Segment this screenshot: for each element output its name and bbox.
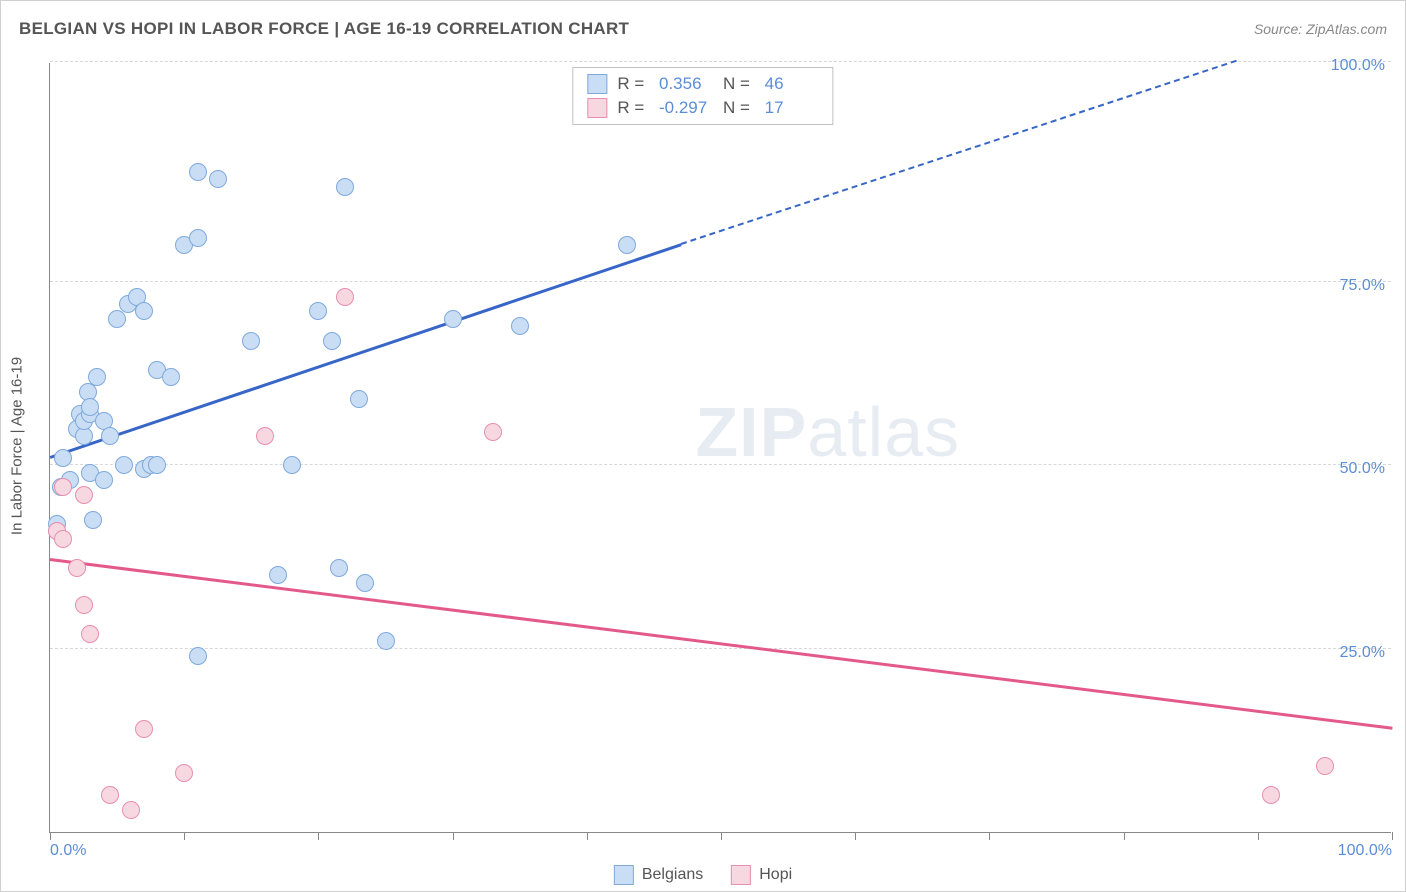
data-point	[95, 471, 113, 489]
legend-label: Hopi	[759, 866, 792, 884]
data-point	[336, 288, 354, 306]
swatch-icon	[587, 74, 607, 94]
data-point	[209, 170, 227, 188]
swatch-icon	[614, 865, 634, 885]
swatch-icon	[587, 98, 607, 118]
data-point	[283, 456, 301, 474]
data-point	[148, 456, 166, 474]
data-point	[242, 332, 260, 350]
data-point	[256, 427, 274, 445]
stat-r-value: -0.297	[659, 98, 713, 118]
data-point	[336, 178, 354, 196]
swatch-icon	[731, 865, 751, 885]
legend-item: Hopi	[731, 865, 792, 885]
correlation-chart: BELGIAN VS HOPI IN LABOR FORCE | AGE 16-…	[0, 0, 1406, 892]
y-axis-label: In Labor Force | Age 16-19	[9, 357, 26, 535]
trend-line	[50, 243, 682, 458]
watermark: ZIPatlas	[695, 392, 960, 472]
data-point	[511, 317, 529, 335]
data-point	[162, 368, 180, 386]
x-tick	[721, 832, 722, 840]
gridline	[50, 464, 1391, 465]
title-bar: BELGIAN VS HOPI IN LABOR FORCE | AGE 16-…	[19, 19, 1387, 39]
data-point	[1316, 757, 1334, 775]
data-point	[122, 801, 140, 819]
data-point	[75, 596, 93, 614]
x-tick	[1392, 832, 1393, 840]
x-tick-label: 100.0%	[1338, 842, 1392, 860]
data-point	[377, 632, 395, 650]
data-point	[88, 368, 106, 386]
stat-n-label: N =	[723, 74, 755, 94]
data-point	[189, 647, 207, 665]
data-point	[356, 574, 374, 592]
y-tick-label: 100.0%	[1331, 57, 1385, 75]
series-legend: Belgians Hopi	[614, 865, 792, 885]
data-point	[135, 720, 153, 738]
data-point	[350, 390, 368, 408]
data-point	[1262, 786, 1280, 804]
data-point	[189, 163, 207, 181]
data-point	[135, 302, 153, 320]
data-point	[108, 310, 126, 328]
stat-r-value: 0.356	[659, 74, 713, 94]
data-point	[101, 786, 119, 804]
data-point	[444, 310, 462, 328]
gridline	[50, 648, 1391, 649]
x-tick	[989, 832, 990, 840]
x-tick	[587, 832, 588, 840]
stat-n-value: 17	[765, 98, 819, 118]
gridline	[50, 61, 1391, 62]
y-tick-label: 75.0%	[1340, 277, 1385, 295]
chart-title: BELGIAN VS HOPI IN LABOR FORCE | AGE 16-…	[19, 19, 629, 39]
data-point	[68, 559, 86, 577]
x-tick	[50, 832, 51, 840]
data-point	[54, 449, 72, 467]
data-point	[101, 427, 119, 445]
data-point	[330, 559, 348, 577]
data-point	[115, 456, 133, 474]
data-point	[269, 566, 287, 584]
stat-n-label: N =	[723, 98, 755, 118]
data-point	[84, 511, 102, 529]
x-tick	[1124, 832, 1125, 840]
data-point	[81, 625, 99, 643]
x-tick	[855, 832, 856, 840]
x-tick	[453, 832, 454, 840]
x-tick-label: 0.0%	[50, 842, 86, 860]
data-point	[618, 236, 636, 254]
stats-row: R = -0.297 N = 17	[587, 96, 818, 120]
source-label: Source: ZipAtlas.com	[1254, 21, 1387, 37]
stats-legend-box: R = 0.356 N = 46 R = -0.297 N = 17	[572, 67, 833, 125]
trend-line	[50, 558, 1392, 729]
data-point	[75, 486, 93, 504]
stat-n-value: 46	[765, 74, 819, 94]
legend-item: Belgians	[614, 865, 703, 885]
plot-area: ZIPatlas 25.0%50.0%75.0%100.0%0.0%100.0%	[49, 63, 1391, 833]
stats-row: R = 0.356 N = 46	[587, 72, 818, 96]
x-tick	[318, 832, 319, 840]
data-point	[323, 332, 341, 350]
x-tick	[184, 832, 185, 840]
data-point	[189, 229, 207, 247]
data-point	[54, 530, 72, 548]
x-tick	[1258, 832, 1259, 840]
data-point	[81, 398, 99, 416]
data-point	[484, 423, 502, 441]
data-point	[175, 764, 193, 782]
y-tick-label: 50.0%	[1340, 460, 1385, 478]
data-point	[309, 302, 327, 320]
stat-r-label: R =	[617, 74, 649, 94]
gridline	[50, 281, 1391, 282]
stat-r-label: R =	[617, 98, 649, 118]
y-tick-label: 25.0%	[1340, 644, 1385, 662]
legend-label: Belgians	[642, 866, 703, 884]
data-point	[54, 478, 72, 496]
